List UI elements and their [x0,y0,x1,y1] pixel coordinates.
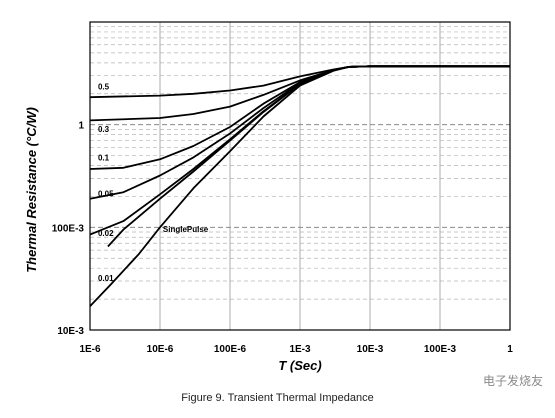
figure-caption: Figure 9. Transient Thermal Impedance [181,392,374,404]
series-label-0.05: 0.05 [98,189,114,198]
x-tick-label: 100E-3 [424,344,457,355]
watermark-logo: 电子发烧友 [482,374,543,388]
x-axis-title: T (Sec) [278,358,321,373]
plot-area-border [89,21,511,331]
x-tick-label: 100E-6 [214,344,247,355]
series-label-0.01: 0.01 [98,274,114,283]
y-tick-label: 10E-3 [57,326,84,337]
y-axis-tick-labels: 10E-3 100E-3 1 [52,121,85,337]
series-label-0.5: 0.5 [98,83,110,92]
series-label-0.3: 0.3 [98,125,110,134]
y-tick-label: 100E-3 [52,223,85,234]
series-label-singlepulse: SinglePulse [163,225,209,234]
x-tick-label: 1E-3 [289,344,311,355]
x-tick-label: 10E-3 [357,344,384,355]
major-grid [90,22,510,330]
series-lines [89,65,510,307]
y-axis-title: Thermal Resistance (°C/W) [24,107,39,273]
y-tick-label: 1 [78,121,84,132]
x-tick-label: 1 [507,344,513,355]
x-tick-label: 1E-6 [79,344,101,355]
x-tick-label: 10E-6 [147,344,174,355]
series-labels: 0.5 0.3 0.1 0.05 0.02 0.01 SinglePulse [98,83,209,284]
x-axis-tick-labels: 1E-6 10E-6 100E-6 1E-3 10E-3 100E-3 1 [79,344,513,355]
series-line-singlepulse [89,65,510,307]
series-label-0.02: 0.02 [98,229,114,238]
series-label-0.1: 0.1 [98,153,110,162]
